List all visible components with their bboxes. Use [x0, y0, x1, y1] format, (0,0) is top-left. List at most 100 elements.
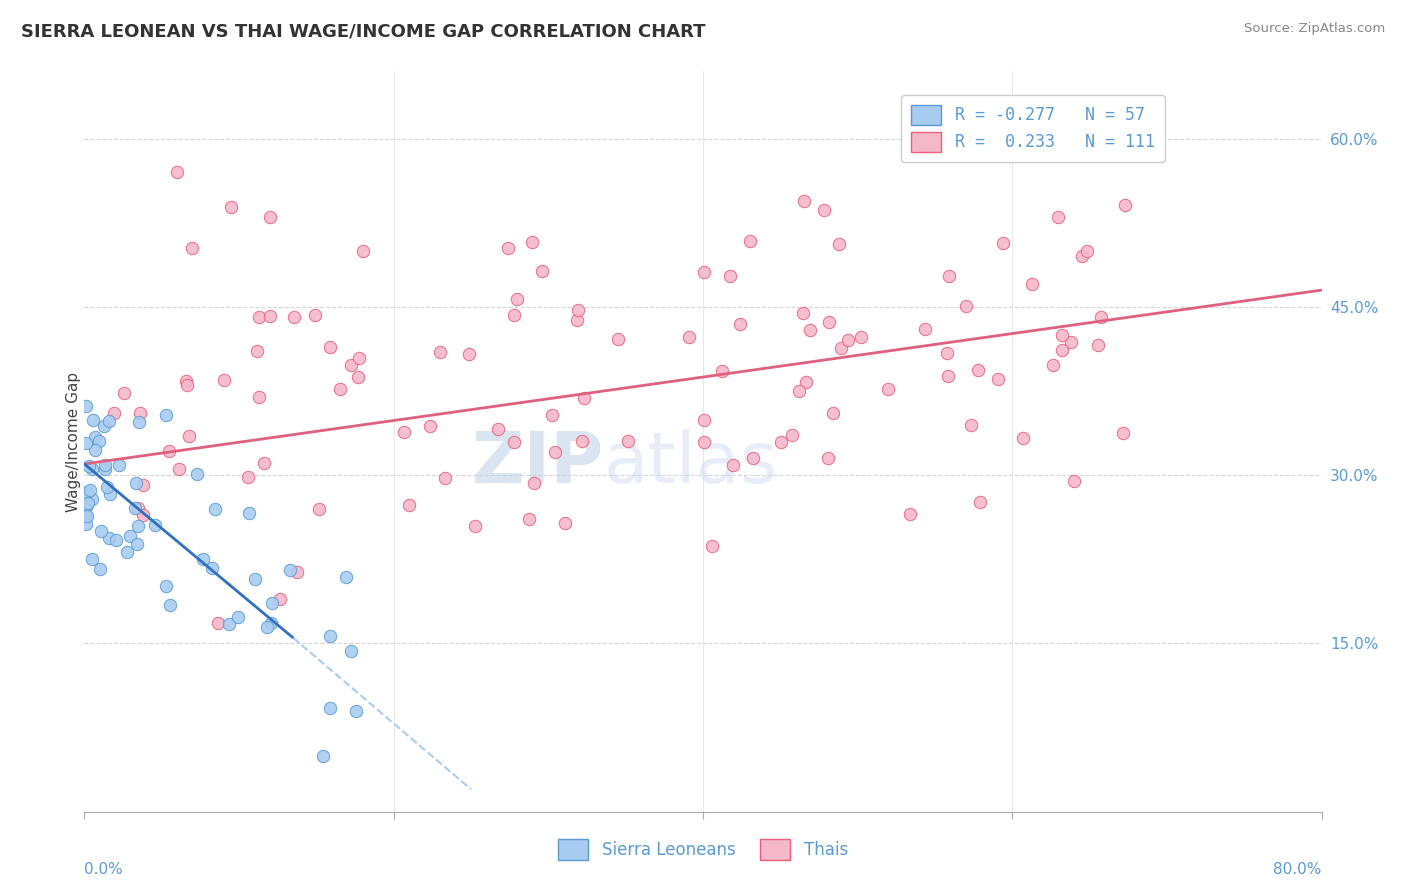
Point: [340, 358, 363, 372]
Point: [262, 596, 284, 610]
Point: [108, 458, 131, 472]
Point: [1012, 430, 1035, 444]
Point: [898, 507, 921, 521]
Point: [98, 414, 121, 428]
Point: [176, 378, 198, 392]
Point: [792, 305, 814, 319]
Point: [1070, 249, 1092, 263]
Point: [780, 428, 803, 442]
Point: [76, 484, 98, 499]
Point: [821, 407, 844, 421]
Point: [260, 615, 283, 630]
Point: [817, 315, 839, 329]
Point: [181, 241, 204, 255]
Point: [132, 478, 155, 492]
Point: [128, 415, 150, 429]
Point: [77, 458, 100, 473]
Point: [344, 704, 367, 718]
Point: [179, 429, 201, 443]
Point: [319, 340, 342, 354]
Text: 80.0%: 80.0%: [1274, 863, 1322, 877]
Point: [82, 413, 104, 427]
Point: [259, 210, 281, 224]
Point: [204, 501, 226, 516]
Point: [191, 551, 214, 566]
Point: [226, 609, 249, 624]
Text: atlas: atlas: [605, 429, 779, 499]
Point: [1050, 343, 1073, 357]
Legend: Sierra Leoneans, Thais: Sierra Leoneans, Thais: [551, 832, 855, 866]
Point: [531, 264, 554, 278]
Point: [127, 501, 149, 516]
Point: [347, 370, 370, 384]
Point: [740, 234, 762, 248]
Point: [517, 512, 540, 526]
Point: [246, 344, 269, 359]
Point: [283, 310, 305, 324]
Point: [1087, 338, 1109, 352]
Point: [219, 200, 242, 214]
Point: [207, 615, 229, 630]
Point: [247, 390, 270, 404]
Point: [124, 501, 146, 516]
Point: [1047, 210, 1070, 224]
Point: [82, 491, 104, 506]
Point: [186, 467, 208, 482]
Point: [506, 292, 529, 306]
Point: [201, 560, 224, 574]
Point: [75, 508, 97, 522]
Point: [304, 309, 326, 323]
Point: [103, 406, 125, 420]
Point: [837, 333, 859, 347]
Point: [128, 406, 150, 420]
Point: [541, 408, 564, 422]
Point: [269, 592, 291, 607]
Point: [238, 506, 260, 520]
Text: 0.0%: 0.0%: [84, 863, 124, 877]
Text: Source: ZipAtlas.com: Source: ZipAtlas.com: [1244, 22, 1385, 36]
Point: [89, 562, 111, 576]
Point: [877, 382, 900, 396]
Point: [496, 241, 519, 255]
Point: [523, 475, 546, 490]
Point: [93, 419, 115, 434]
Point: [79, 483, 101, 497]
Point: [155, 579, 177, 593]
Point: [721, 458, 744, 472]
Text: SIERRA LEONEAN VS THAI WAGE/INCOME GAP CORRELATION CHART: SIERRA LEONEAN VS THAI WAGE/INCOME GAP C…: [21, 22, 706, 40]
Point: [114, 385, 136, 400]
Point: [830, 341, 852, 355]
Point: [434, 471, 457, 485]
Point: [329, 382, 352, 396]
Point: [1063, 474, 1085, 488]
Point: [349, 351, 371, 365]
Point: [118, 529, 141, 543]
Point: [571, 434, 593, 448]
Point: [938, 268, 960, 283]
Point: [256, 620, 278, 634]
Point: [335, 570, 357, 584]
Point: [966, 363, 988, 377]
Point: [1112, 426, 1135, 441]
Point: [543, 444, 565, 458]
Point: [617, 434, 640, 448]
Point: [245, 572, 267, 586]
Point: [75, 435, 97, 450]
Point: [817, 450, 839, 465]
Point: [143, 517, 166, 532]
Point: [429, 345, 451, 359]
Point: [702, 540, 724, 554]
Point: [155, 408, 177, 422]
Point: [502, 308, 524, 322]
Point: [991, 235, 1014, 250]
Point: [1090, 310, 1112, 325]
Point: [87, 434, 110, 449]
Point: [80, 552, 103, 566]
Point: [914, 322, 936, 336]
Point: [793, 194, 815, 208]
Y-axis label: Wage/Income Gap: Wage/Income Gap: [66, 371, 80, 512]
Point: [218, 616, 240, 631]
Point: [1114, 197, 1136, 211]
Point: [520, 235, 543, 249]
Point: [720, 269, 742, 284]
